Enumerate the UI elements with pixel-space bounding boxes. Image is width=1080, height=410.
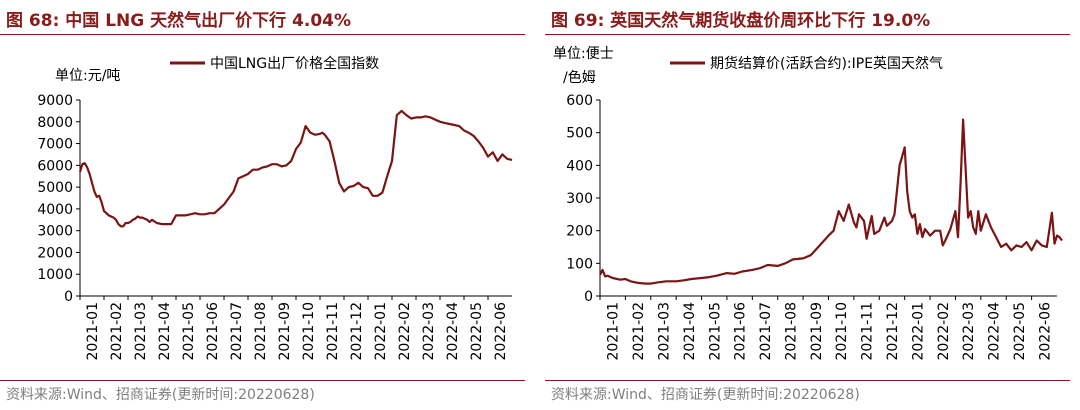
y-tick-label: 8000: [37, 115, 73, 131]
left-unit-label: 单位:元/吨: [55, 68, 120, 84]
x-tick-label: 2022-02: [397, 302, 413, 361]
y-tick-label: 500: [566, 126, 593, 142]
x-tick-label: 2021-11: [325, 302, 341, 361]
left-line-chart: 单位:元/吨 中国LNG出厂价格全国指数 0 1000 2000 3000 4000 5000…: [37, 55, 513, 361]
x-tick-label: 2021-08: [783, 302, 799, 361]
x-tick-label: 2022-06: [1037, 302, 1053, 361]
y-tick-label: 3000: [37, 224, 73, 240]
y-tick-label: 300: [566, 191, 593, 207]
y-tick-label: 9000: [37, 93, 73, 109]
x-tick-label: 2021-02: [109, 302, 125, 361]
right-figure-title: 图 69: 英国天然气期货收盘价周环比下行 19.0%: [551, 11, 931, 31]
y-tick-label: 600: [566, 93, 593, 109]
y-tick-label: 400: [566, 158, 593, 174]
left-data-line: [78, 109, 513, 228]
x-tick-label: 2022-06: [493, 302, 509, 361]
left-chart-panel: 图 68: 中国 LNG 天然气出厂价下行 4.04% 单位:元/吨 中国LNG出…: [0, 0, 535, 410]
right-title-rule: [545, 34, 1070, 35]
y-tick-label: 100: [566, 256, 593, 272]
right-source-rule: [545, 380, 1070, 381]
left-source-rule: [0, 380, 525, 381]
left-legend-label: 中国LNG出厂价格全国指数: [210, 55, 379, 72]
y-tick-label: 6000: [37, 158, 73, 174]
x-tick-label: 2021-01: [85, 302, 101, 361]
y-tick-label: 7000: [37, 137, 73, 153]
x-tick-label: 2021-03: [656, 302, 672, 361]
x-tick-label: 2021-07: [758, 302, 774, 361]
x-tick-label: 2021-12: [349, 302, 365, 361]
y-tick-label: 4000: [37, 202, 73, 218]
right-unit-label-line1: 单位:便士: [553, 46, 614, 62]
right-unit-label-line2: /色姆: [563, 69, 596, 86]
x-tick-label: 2021-02: [631, 302, 647, 361]
x-tick-label: 2021-09: [277, 302, 293, 361]
y-tick-label: 200: [566, 224, 593, 240]
x-tick-label: 2021-05: [707, 302, 723, 361]
x-tick-label: 2021-11: [860, 302, 876, 361]
x-tick-label: 2021-04: [157, 302, 173, 361]
x-tick-label: 2021-10: [834, 302, 850, 361]
x-tick-label: 2021-01: [606, 302, 622, 361]
x-tick-label: 2021-12: [885, 302, 901, 361]
right-legend-label: 期货结算价(活跃合约):IPE英国天然气: [710, 55, 943, 72]
x-tick-label: 2021-06: [733, 302, 749, 361]
x-tick-label: 2022-04: [445, 302, 461, 361]
right-data-line: [599, 118, 1063, 285]
x-tick-label: 2021-05: [181, 302, 197, 361]
x-tick-label: 2021-07: [229, 302, 245, 361]
x-tick-label: 2021-04: [682, 302, 698, 361]
x-tick-label: 2021-08: [253, 302, 269, 361]
y-tick-label: 0: [584, 289, 593, 305]
x-tick-label: 2022-03: [961, 302, 977, 361]
y-tick-label: 2000: [37, 245, 73, 261]
x-tick-label: 2022-05: [1012, 302, 1028, 361]
x-tick-label: 2022-01: [910, 302, 926, 361]
x-tick-label: 2022-02: [936, 302, 952, 361]
x-tick-label: 2021-06: [205, 302, 221, 361]
right-source-note: 资料来源:Wind、招商证券(更新时间:20220628): [551, 387, 860, 403]
x-tick-label: 2021-10: [301, 302, 317, 361]
x-tick-label: 2022-04: [987, 302, 1003, 361]
x-tick-label: 2021-09: [809, 302, 825, 361]
y-tick-label: 1000: [37, 267, 73, 283]
x-tick-label: 2022-05: [469, 302, 485, 361]
x-tick-label: 2022-03: [421, 302, 437, 361]
y-tick-label: 5000: [37, 180, 73, 196]
y-tick-label: 0: [64, 289, 73, 305]
left-figure-title: 图 68: 中国 LNG 天然气出厂价下行 4.04%: [6, 11, 352, 31]
x-tick-label: 2022-01: [373, 302, 389, 361]
left-source-note: 资料来源:Wind、招商证券(更新时间:20220628): [6, 387, 315, 403]
x-tick-label: 2021-03: [133, 302, 149, 361]
left-title-rule: [0, 34, 525, 35]
right-chart-panel: 图 69: 英国天然气期货收盘价周环比下行 19.0% 单位:便士/色姆 期货结算…: [545, 0, 1080, 410]
right-line-chart: 单位:便士/色姆 期货结算价(活跃合约):IPE英国天然气 0 100 200 300 40…: [553, 46, 1063, 361]
